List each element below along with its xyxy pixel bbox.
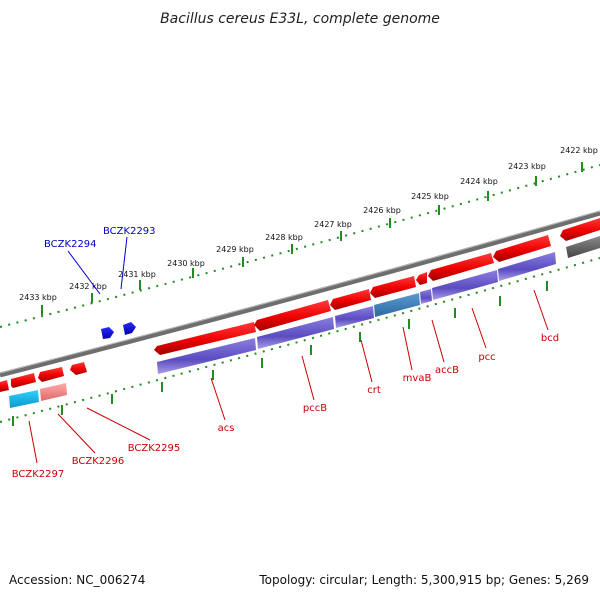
map-title: Bacillus cereus E33L, complete genome	[160, 11, 440, 27]
reverse-gene-labels: bcd pcc accB mvaB crt pccB acs BCZK2295 …	[12, 333, 559, 480]
cds-acs-bar[interactable]	[157, 338, 256, 374]
leader-acs	[210, 377, 226, 421]
cds-mvab-bar[interactable]	[374, 293, 420, 317]
kbp-label: 2426 kbp	[363, 206, 401, 215]
kbp-label: 2427 kbp	[314, 220, 352, 229]
leader-mvab	[402, 326, 413, 371]
leader-bczk2297	[28, 420, 38, 464]
kbp-label: 2430 kbp	[167, 259, 205, 268]
leader-accb	[431, 319, 445, 363]
cds-accb-bar[interactable]	[420, 289, 432, 304]
leader-bczk2295	[86, 407, 151, 441]
gene-bczk2295-red-arrow[interactable]	[70, 362, 87, 375]
gene-accb-arrow[interactable]	[416, 272, 427, 285]
gene-label-crt[interactable]: crt	[367, 385, 381, 396]
leader-bczk2293	[120, 236, 128, 290]
kbp-label: 2423 kbp	[508, 162, 546, 171]
gene-pccb-arrow[interactable]	[254, 300, 331, 331]
gene-arrow-edge[interactable]	[0, 380, 9, 392]
gene-acs-arrow[interactable]	[154, 322, 256, 355]
cds-bczk2296-bar[interactable]	[40, 383, 67, 401]
accession-text: Accession: NC_006274	[9, 573, 146, 587]
leader-bczk2294	[67, 250, 101, 295]
gene-pcc-arrow[interactable]	[428, 253, 494, 281]
kbp-labels: 2422 kbp 2423 kbp 2424 kbp 2425 kbp 2426 kbp…	[19, 146, 598, 302]
cds-bczk2297-bar[interactable]	[9, 390, 39, 408]
inner-ticks	[12, 281, 548, 426]
gene-label-pccb[interactable]: pccB	[303, 403, 327, 414]
gene-bczk2293-arrow[interactable]	[123, 322, 136, 335]
genome-summary-text: Topology: circular; Length: 5,300,915 bp…	[259, 573, 589, 587]
gene-label-bcd[interactable]: bcd	[541, 333, 559, 344]
gene-label-bczk2295[interactable]: BCZK2295	[128, 443, 181, 454]
cds-crt-bar[interactable]	[335, 306, 374, 328]
gene-label-mvab[interactable]: mvaB	[403, 373, 432, 384]
gene-label-bczk2296[interactable]: BCZK2296	[72, 456, 125, 467]
gene-crt-arrow[interactable]	[330, 289, 371, 310]
reverse-strand-genes	[0, 218, 600, 392]
gene-next-arrow[interactable]	[560, 218, 600, 241]
cds-feature-bars	[9, 252, 556, 408]
kbp-label: 2432 kbp	[69, 282, 107, 291]
gene-bczk2297-red-arrow[interactable]	[11, 373, 36, 388]
gene-label-bczk2297[interactable]: BCZK2297	[12, 469, 65, 480]
gene-label-bczk2293[interactable]: BCZK2293	[103, 226, 156, 237]
kbp-label: 2422 kbp	[560, 146, 598, 155]
kbp-label: 2431 kbp	[118, 270, 156, 279]
kbp-dotted-line	[0, 164, 600, 328]
gene-bczk2296-red-arrow[interactable]	[38, 367, 64, 382]
backbone-highlight	[0, 210, 600, 374]
gene-gray-arrow[interactable]	[566, 236, 600, 258]
cds-bcd-bar[interactable]	[498, 252, 556, 281]
gene-label-bczk2294[interactable]: BCZK2294	[44, 239, 97, 250]
inner-scale-ring	[0, 257, 600, 426]
backbone-line	[0, 210, 600, 378]
kbp-label: 2424 kbp	[460, 177, 498, 186]
kbp-label: 2429 kbp	[216, 245, 254, 254]
leader-pcc	[471, 307, 487, 349]
cds-pccb-bar[interactable]	[257, 317, 334, 349]
gene-label-acs[interactable]: acs	[218, 423, 235, 434]
forward-strand-genes: BCZK2294 BCZK2293	[44, 226, 156, 339]
kbp-label: 2428 kbp	[265, 233, 303, 242]
leader-crt	[360, 339, 373, 383]
gene-mvab-arrow[interactable]	[370, 276, 416, 298]
reverse-gene-leaders	[28, 289, 549, 464]
genome-backbone	[0, 210, 600, 378]
inner-dotted-line	[0, 257, 600, 423]
gene-bczk2294-arrow[interactable]	[101, 327, 114, 339]
gene-label-pcc[interactable]: pcc	[478, 352, 495, 363]
kbp-ticks	[41, 162, 583, 315]
leader-pccb	[301, 355, 315, 401]
leader-bczk2296	[57, 413, 96, 454]
kbp-label: 2433 kbp	[19, 293, 57, 302]
cds-pcc-bar[interactable]	[432, 270, 498, 300]
kbp-scale-ring: 2422 kbp 2423 kbp 2424 kbp 2425 kbp 2426 kbp…	[0, 146, 600, 328]
leader-bcd	[533, 289, 549, 331]
gene-bcd-arrow[interactable]	[493, 235, 551, 262]
kbp-label: 2425 kbp	[411, 192, 449, 201]
gene-label-accb[interactable]: accB	[435, 365, 459, 376]
